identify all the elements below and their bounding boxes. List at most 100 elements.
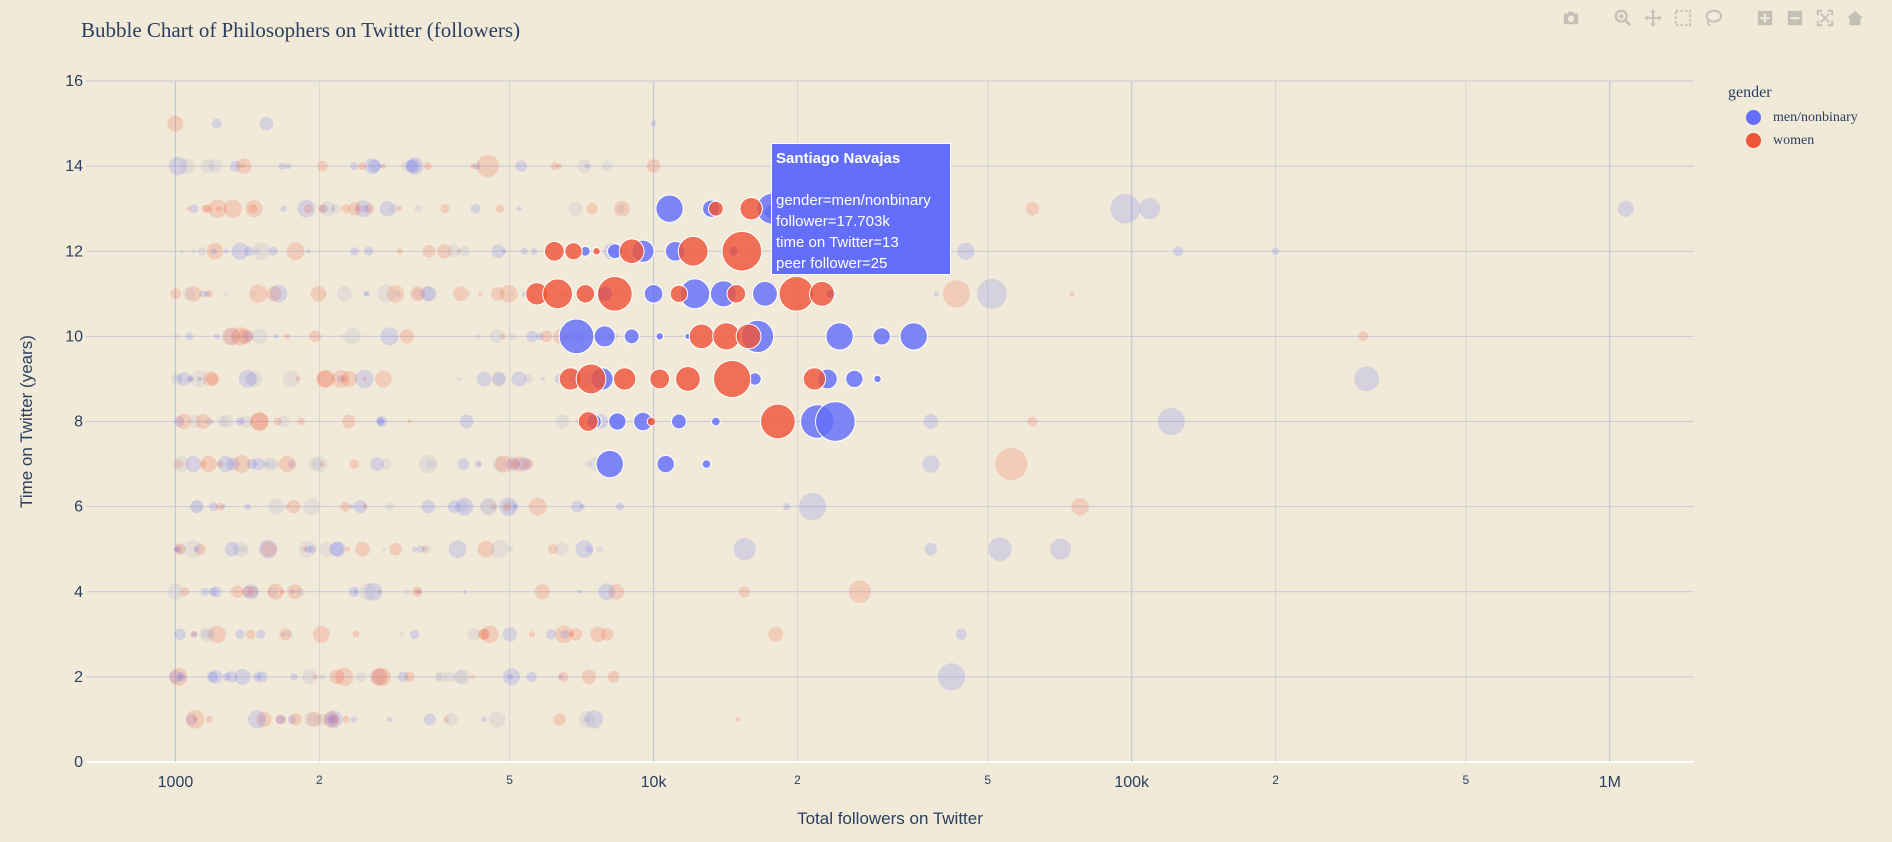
bubble-point[interactable]	[176, 413, 192, 430]
bubble-point[interactable]	[208, 625, 226, 644]
bubble-point[interactable]	[506, 457, 521, 472]
bubble-point[interactable]	[208, 587, 218, 597]
bubble-point[interactable]	[329, 541, 344, 557]
bubble-point[interactable]	[167, 583, 184, 600]
bubble-point[interactable]	[231, 334, 236, 339]
bubble-point[interactable]	[208, 669, 223, 684]
bubble-point[interactable]	[924, 542, 937, 556]
bubble-point[interactable]	[798, 492, 827, 521]
bubble-point[interactable]	[516, 206, 522, 212]
bubble-point[interactable]	[380, 163, 386, 169]
bubble-point[interactable]	[280, 205, 287, 212]
bubble-point[interactable]	[554, 542, 569, 557]
bubble-point[interactable]	[208, 199, 227, 218]
bubble-point[interactable]	[217, 455, 234, 473]
bubble-point[interactable]	[739, 197, 763, 221]
bubble-point[interactable]	[502, 627, 518, 642]
bubble-point[interactable]	[656, 454, 675, 474]
bubble-point[interactable]	[317, 160, 328, 172]
bubble-point[interactable]	[381, 547, 386, 552]
bubble-point[interactable]	[303, 498, 321, 515]
bubble-point[interactable]	[247, 710, 266, 729]
bubble-point[interactable]	[331, 203, 341, 214]
bubble-point[interactable]	[262, 457, 276, 471]
bubble-point[interactable]	[419, 455, 438, 474]
bubble-point[interactable]	[582, 715, 591, 724]
bubble-point[interactable]	[302, 546, 308, 552]
bubble-point[interactable]	[608, 412, 627, 431]
bubble-point[interactable]	[872, 327, 891, 346]
bubble-point[interactable]	[223, 199, 243, 218]
bubble-point[interactable]	[267, 586, 278, 597]
bubble-point[interactable]	[495, 455, 513, 473]
bubble-point[interactable]	[175, 545, 183, 553]
bubble-point[interactable]	[394, 290, 401, 298]
bubble-point[interactable]	[509, 291, 514, 296]
bubble-point[interactable]	[528, 631, 536, 638]
bubble-point[interactable]	[470, 203, 481, 214]
bubble-point[interactable]	[711, 416, 721, 427]
bubble-point[interactable]	[608, 583, 625, 600]
bubble-point[interactable]	[279, 589, 285, 595]
bubble-point[interactable]	[206, 417, 214, 426]
bubble-point[interactable]	[277, 415, 290, 428]
bubble-point[interactable]	[363, 291, 369, 297]
bubble-point[interactable]	[671, 413, 687, 430]
bubble-point[interactable]	[675, 366, 701, 392]
bubble-point[interactable]	[406, 159, 421, 173]
bubble-point[interactable]	[548, 544, 558, 555]
bubble-point[interactable]	[396, 248, 403, 255]
bubble-point[interactable]	[248, 284, 268, 304]
bubble-point[interactable]	[177, 372, 191, 386]
bubble-point[interactable]	[590, 626, 606, 643]
bubble-point[interactable]	[319, 542, 334, 557]
bubble-point[interactable]	[204, 291, 210, 297]
bubble-point[interactable]	[248, 204, 258, 214]
bubble-point[interactable]	[355, 671, 367, 683]
bubble-point[interactable]	[407, 419, 412, 424]
bubble-point[interactable]	[332, 370, 350, 388]
bubble-point[interactable]	[361, 204, 369, 213]
bubble-point[interactable]	[269, 285, 288, 303]
bubble-point[interactable]	[174, 543, 187, 556]
bubble-point[interactable]	[207, 671, 219, 683]
bubble-point[interactable]	[205, 290, 213, 298]
bubble-point[interactable]	[515, 160, 527, 172]
bubble-point[interactable]	[286, 499, 301, 514]
bubble-point[interactable]	[316, 369, 335, 388]
bubble-point[interactable]	[297, 199, 316, 218]
bubble-point[interactable]	[185, 713, 198, 726]
bubble-point[interactable]	[318, 674, 323, 679]
bubble-point[interactable]	[309, 330, 322, 343]
bubble-point[interactable]	[176, 673, 183, 680]
bubble-point[interactable]	[1173, 246, 1183, 257]
bubble-point[interactable]	[491, 371, 507, 387]
bubble-point[interactable]	[480, 498, 498, 516]
bubble-point[interactable]	[200, 629, 211, 640]
bubble-point[interactable]	[252, 242, 271, 261]
bubble-point[interactable]	[170, 372, 184, 386]
bubble-point[interactable]	[380, 458, 393, 470]
bubble-point[interactable]	[404, 671, 415, 683]
bubble-point[interactable]	[268, 246, 278, 256]
bubble-point[interactable]	[246, 458, 258, 470]
bubble-point[interactable]	[340, 375, 347, 382]
bubble-point[interactable]	[304, 545, 312, 553]
bubble-point[interactable]	[327, 715, 336, 724]
bubble-point[interactable]	[597, 275, 633, 312]
bubble-point[interactable]	[252, 457, 265, 471]
bubble-point[interactable]	[199, 290, 207, 298]
bubble-point[interactable]	[646, 416, 657, 427]
bubble-point[interactable]	[244, 372, 258, 386]
bubble-point[interactable]	[317, 204, 327, 213]
bubble-point[interactable]	[478, 629, 489, 640]
bubble-point[interactable]	[365, 204, 375, 214]
bubble-point[interactable]	[564, 242, 583, 261]
bubble-point[interactable]	[185, 456, 202, 473]
bubble-point[interactable]	[281, 632, 286, 637]
bubble-point[interactable]	[380, 327, 399, 346]
bubble-point[interactable]	[412, 288, 424, 300]
bubble-point[interactable]	[316, 713, 329, 726]
bubble-point[interactable]	[200, 455, 217, 473]
bubble-point[interactable]	[1617, 200, 1634, 217]
